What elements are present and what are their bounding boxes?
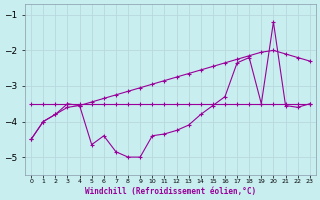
X-axis label: Windchill (Refroidissement éolien,°C): Windchill (Refroidissement éolien,°C) <box>85 187 256 196</box>
